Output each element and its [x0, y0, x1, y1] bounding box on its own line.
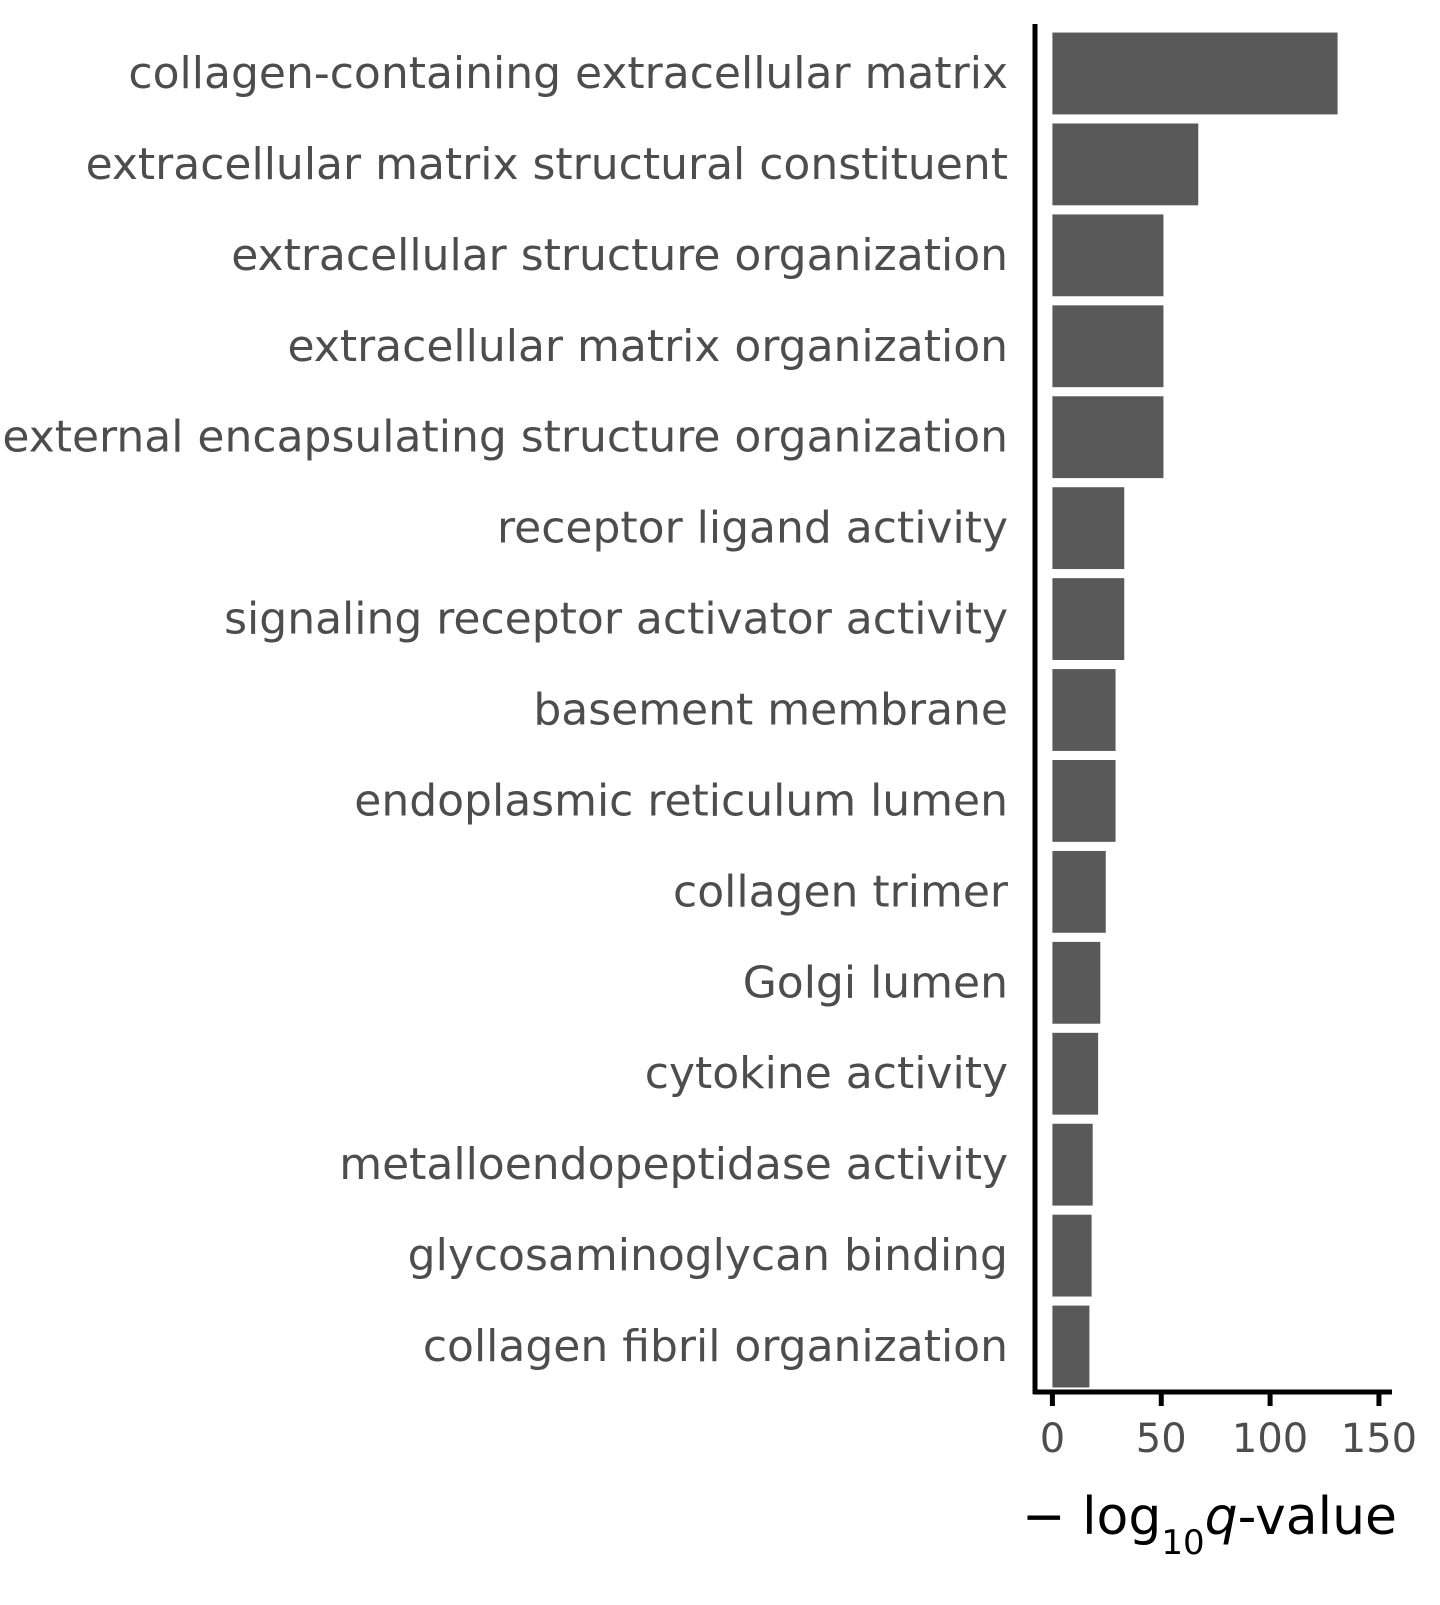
bar-6	[1052, 578, 1125, 660]
category-label-14: collagen fibril organization	[423, 1321, 1008, 1372]
x-tick-label-3: 150	[1341, 1416, 1417, 1462]
bar-0	[1052, 32, 1338, 115]
bars	[1052, 32, 1338, 1388]
category-label-12: metalloendopeptidase activity	[339, 1139, 1008, 1190]
category-label-4: external encapsulating structure organiz…	[2, 412, 1008, 463]
bar-5	[1052, 487, 1125, 570]
category-label-11: cytokine activity	[645, 1048, 1008, 1099]
category-label-1: extracellular matrix structural constitu…	[86, 139, 1008, 190]
category-labels: collagen-containing extracellular matrix…	[2, 48, 1009, 1372]
category-label-2: extracellular structure organization	[231, 230, 1008, 281]
category-label-0: collagen-containing extracellular matrix	[128, 48, 1008, 99]
bar-7	[1052, 669, 1116, 751]
category-label-10: Golgi lumen	[743, 957, 1008, 1008]
x-axis-title-suffix: -value	[1238, 1487, 1397, 1547]
x-tick-label-1: 50	[1136, 1416, 1187, 1462]
bar-8	[1052, 760, 1116, 842]
category-label-5: receptor ligand activity	[497, 503, 1008, 554]
x-tick-label-0: 0	[1040, 1416, 1065, 1462]
category-label-6: signaling receptor activator activity	[224, 594, 1008, 645]
bar-12	[1052, 1123, 1093, 1206]
x-tick-label-2: 100	[1232, 1416, 1308, 1462]
category-label-8: endoplasmic reticulum lumen	[354, 775, 1008, 826]
bar-9	[1052, 850, 1106, 933]
bar-13	[1052, 1214, 1092, 1297]
category-label-3: extracellular matrix organization	[288, 321, 1009, 372]
x-axis-title-italic: q	[1205, 1487, 1238, 1547]
bar-4	[1052, 396, 1164, 479]
x-axis-title: − log10q-value	[1022, 1487, 1397, 1563]
category-label-9: collagen trimer	[673, 866, 1009, 917]
axes: 0 50 100 150	[1032, 24, 1417, 1462]
x-axis-title-prefix: − log	[1022, 1487, 1161, 1547]
bar-11	[1052, 1032, 1099, 1115]
bar-10	[1052, 941, 1101, 1024]
category-label-7: basement membrane	[533, 685, 1008, 736]
category-label-13: glycosaminoglycan binding	[408, 1230, 1008, 1281]
bar-2	[1052, 214, 1164, 297]
bar-14	[1052, 1305, 1090, 1388]
bar-1	[1052, 123, 1199, 206]
bar-3	[1052, 305, 1164, 388]
x-axis-title-subscript: 10	[1161, 1523, 1204, 1563]
